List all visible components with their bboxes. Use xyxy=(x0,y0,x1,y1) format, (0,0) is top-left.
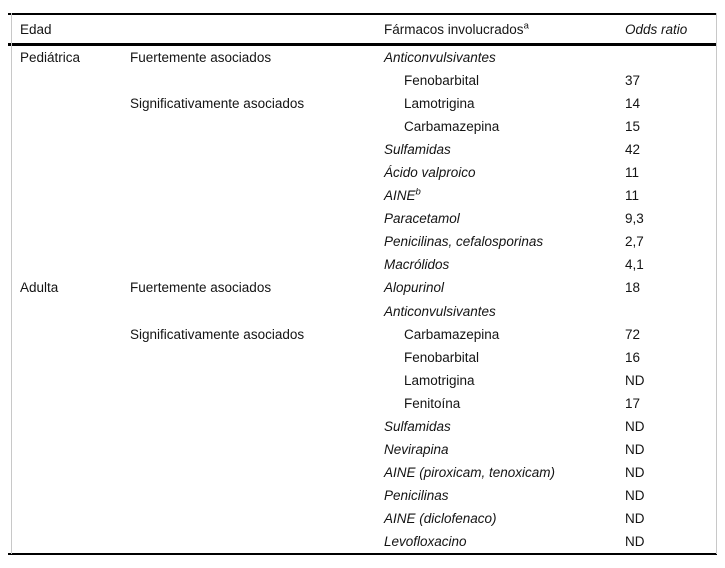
drug-cell: AINE (piroxicam, tenoxicam) xyxy=(384,464,556,480)
header-drugs: Fármacos involucradosa xyxy=(384,20,625,37)
odds-ratio-cell: ND xyxy=(625,464,645,480)
table-row: Penicilinas ND xyxy=(20,484,716,507)
association-strength-cell: Fuertemente asociados xyxy=(130,280,272,296)
odds-ratio-cell: ND xyxy=(625,418,645,434)
odds-ratio-cell: 37 xyxy=(625,73,641,89)
table-row: Ácido valproico 11 xyxy=(20,161,716,184)
drug-cell: AINEb xyxy=(384,186,421,204)
table-row: AINE (diclofenaco) ND xyxy=(20,507,716,530)
odds-ratio-cell: 4,1 xyxy=(625,257,644,273)
table-header-row: Edad Fármacos involucradosa Odds ratio xyxy=(20,15,716,43)
header-separator-rule xyxy=(8,43,717,46)
table-bottom-rule xyxy=(8,553,717,555)
odds-ratio-cell: ND xyxy=(625,487,645,503)
header-drugs-label: Fármacos involucrados xyxy=(384,21,524,37)
drug-cell: Lamotrigina xyxy=(404,96,475,112)
drug-cell: Carbamazepina xyxy=(404,119,500,135)
table-row: Sulfamidas ND xyxy=(20,415,716,438)
age-cell: Adulta xyxy=(20,280,59,296)
odds-ratio-cell: 18 xyxy=(625,280,641,296)
odds-ratio-cell: 17 xyxy=(625,395,641,411)
table-row: Lamotrigina ND xyxy=(20,369,716,392)
table-row: Levofloxacino ND xyxy=(20,530,716,553)
table-row: Pediátrica Fuertemente asociados Anticon… xyxy=(20,46,716,69)
table-row: Significativamente asociados Lamotrigina… xyxy=(20,92,716,115)
table-row: Paracetamol 9,3 xyxy=(20,207,716,230)
table-row: Fenobarbital 37 xyxy=(20,69,716,92)
table-row: Sulfamidas 42 xyxy=(20,138,716,161)
drug-cell: Paracetamol xyxy=(384,211,460,227)
drug-cell: Fenitoína xyxy=(404,395,461,411)
drug-cell: Carbamazepina xyxy=(404,326,500,342)
odds-ratio-cell: 15 xyxy=(625,119,641,135)
age-cell: Pediátrica xyxy=(20,50,81,66)
drug-cell: Levofloxacino xyxy=(384,534,467,549)
left-edge-line xyxy=(11,13,12,554)
odds-ratio-cell: 9,3 xyxy=(625,211,644,227)
odds-ratio-cell: 14 xyxy=(625,96,641,112)
association-strength-cell: Significativamente asociados xyxy=(130,96,305,112)
table-row: AINE (piroxicam, tenoxicam) ND xyxy=(20,461,716,484)
drug-cell: Penicilinas, cefalosporinas xyxy=(384,234,544,250)
table-row: Nevirapina ND xyxy=(20,438,716,461)
odds-ratio-cell: ND xyxy=(625,441,645,457)
table-row: Significativamente asociados Carbamazepi… xyxy=(20,323,716,346)
drug-cell: Macrólidos xyxy=(384,257,450,273)
odds-ratio-cell: ND xyxy=(625,372,645,388)
association-strength-cell: Significativamente asociados xyxy=(130,326,305,342)
header-age: Edad xyxy=(20,21,52,37)
table-row: Carbamazepina 15 xyxy=(20,115,716,138)
drug-cell: Penicilinas xyxy=(384,487,449,503)
association-strength-cell: Fuertemente asociados xyxy=(130,50,272,66)
odds-ratio-cell: ND xyxy=(625,534,645,549)
odds-ratio-cell: 16 xyxy=(625,349,641,365)
table-row: Adulta Fuertemente asociados Alopurinol … xyxy=(20,276,716,299)
drug-cell: Lamotrigina xyxy=(404,372,475,388)
drug-cell: Nevirapina xyxy=(384,441,449,457)
drug-cell: Sulfamidas xyxy=(384,418,451,434)
table-row: Macrólidos 4,1 xyxy=(20,253,716,276)
table-row: Anticonvulsivantes xyxy=(20,300,716,323)
header-drugs-footnote-marker: a xyxy=(523,20,529,31)
drug-cell: Fenobarbital xyxy=(404,349,480,365)
table-body: Pediátrica Fuertemente asociados Anticon… xyxy=(20,46,716,553)
table-row: AINEb 11 xyxy=(20,184,716,207)
odds-ratio-cell: 2,7 xyxy=(625,234,644,250)
table-row: Fenitoína 17 xyxy=(20,392,716,415)
drug-cell: Anticonvulsivantes xyxy=(384,50,496,66)
odds-ratio-cell: 11 xyxy=(625,188,640,204)
table-top-rule xyxy=(8,13,717,15)
drug-cell: AINE (diclofenaco) xyxy=(384,510,497,526)
drug-cell: Fenobarbital xyxy=(404,73,480,89)
table-row: Fenobarbital 16 xyxy=(20,346,716,369)
odds-ratio-cell: 11 xyxy=(625,165,640,181)
odds-ratio-cell: ND xyxy=(625,510,645,526)
drug-cell: Anticonvulsivantes xyxy=(384,303,496,319)
drug-cell: Sulfamidas xyxy=(384,142,451,158)
header-odds-ratio: Odds ratio xyxy=(625,21,688,37)
right-edge-line xyxy=(716,13,717,554)
odds-ratio-cell: 42 xyxy=(625,142,641,158)
odds-ratio-cell: 72 xyxy=(625,326,641,342)
drug-cell: Ácido valproico xyxy=(384,165,476,181)
drug-cell: Alopurinol xyxy=(384,280,445,296)
table-row: Penicilinas, cefalosporinas 2,7 xyxy=(20,230,716,253)
drug-footnote-marker: b xyxy=(415,186,421,198)
